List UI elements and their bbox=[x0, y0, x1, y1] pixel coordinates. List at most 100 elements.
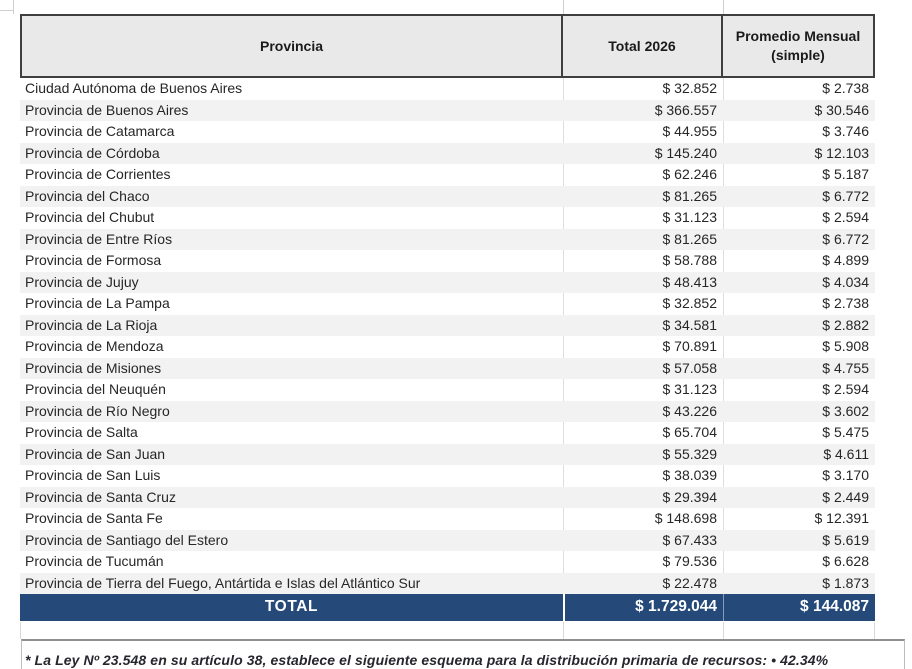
table-row: Provincia de La Rioja $ 34.581 $ 2.882 bbox=[20, 314, 875, 336]
gridline bbox=[20, 622, 21, 639]
table-row: Provincia de Jujuy $ 48.413 $ 4.034 bbox=[20, 271, 875, 293]
table-row: Provincia de Tucumán $ 79.536 $ 6.628 bbox=[20, 551, 875, 573]
total-2026-value: $ 62.246 bbox=[563, 164, 723, 186]
promedio-mensual-value: $ 5.619 bbox=[822, 531, 869, 548]
promedio-mensual-value: $ 2.882 bbox=[822, 316, 869, 333]
promedio-mensual-value: $ 4.034 bbox=[822, 273, 869, 290]
promedio-mensual-value: $ 5.908 bbox=[723, 336, 875, 358]
total-2026-value: $ 81.265 bbox=[662, 230, 718, 247]
column-header-promedio-mensual: Promedio Mensual (simple) bbox=[721, 16, 873, 76]
province-name: Provincia de Santiago del Estero bbox=[25, 531, 229, 548]
table-row: Provincia de Santiago del Estero $ 67.433… bbox=[20, 529, 875, 551]
promedio-mensual-value: $ 4.755 bbox=[822, 359, 869, 376]
province-name: Provincia de Córdoba bbox=[25, 144, 160, 161]
total-2026-value: $ 48.413 bbox=[662, 273, 718, 290]
province-name: Provincia de Tucumán bbox=[25, 553, 164, 569]
promedio-mensual-value: $ 5.475 bbox=[723, 422, 875, 444]
province-name: Provincia de Río Negro bbox=[25, 402, 170, 419]
table-row: Provincia de Mendoza $ 70.891 $ 5.908 bbox=[20, 336, 875, 358]
total-2026-value: $ 79.536 bbox=[563, 551, 723, 573]
table-row: Provincia de Entre Ríos $ 81.265 $ 6.772 bbox=[20, 228, 875, 250]
table-body: Ciudad Autónoma de Buenos Aires $ 32.852 $… bbox=[20, 78, 875, 594]
province-name: Provincia de San Luis bbox=[25, 467, 161, 483]
gridline bbox=[874, 622, 875, 639]
total-2026-value: $ 58.788 bbox=[563, 250, 723, 272]
province-name: Provincia del Chubut bbox=[25, 209, 155, 225]
total-2026-value: $ 38.039 bbox=[563, 465, 723, 487]
province-name: Provincia de Santa Cruz bbox=[25, 488, 176, 505]
footnote-text: * La Ley Nº 23.548 en su artículo 38, es… bbox=[25, 652, 829, 668]
table-row: Provincia de Corrientes $ 62.246 $ 5.187 bbox=[20, 164, 875, 186]
promedio-mensual-value: $ 30.546 bbox=[814, 101, 870, 118]
province-name: Provincia de Santa Fe bbox=[25, 510, 163, 526]
province-name: Provincia de Entre Ríos bbox=[25, 230, 173, 247]
gridline bbox=[13, 0, 14, 14]
table-row: Ciudad Autónoma de Buenos Aires $ 32.852 $… bbox=[20, 78, 875, 100]
promedio-mensual-value: $ 5.187 bbox=[723, 164, 875, 186]
total-2026-value: $ 70.891 bbox=[563, 336, 723, 358]
table-row: Provincia del Chaco $ 81.265 $ 6.772 bbox=[20, 185, 875, 207]
table-row: Provincia de Santa Fe $ 148.698 $ 12.391 bbox=[20, 508, 875, 530]
table-row: Provincia del Chubut $ 31.123 $ 2.594 bbox=[20, 207, 875, 229]
province-name: Provincia del Neuquén bbox=[25, 381, 166, 397]
column-header-provincia: Provincia bbox=[259, 38, 324, 54]
total-2026-value: $ 32.852 bbox=[563, 293, 723, 315]
total-2026-value: $ 67.433 bbox=[662, 531, 718, 548]
table-row: Provincia de Formosa $ 58.788 $ 4.899 bbox=[20, 250, 875, 272]
province-name: Provincia de Buenos Aires bbox=[25, 101, 189, 118]
total-2026-grand-total: $ 1.729.044 bbox=[563, 594, 723, 621]
total-2026-value: $ 148.698 bbox=[563, 508, 723, 530]
promedio-mensual-value: $ 2.449 bbox=[822, 488, 869, 505]
promedio-mensual-value: $ 4.611 bbox=[823, 445, 869, 462]
gridline bbox=[723, 0, 724, 14]
promedio-mensual-value: $ 12.391 bbox=[723, 508, 875, 530]
promedio-mensual-value: $ 6.628 bbox=[723, 551, 875, 573]
promedio-mensual-value: $ 3.746 bbox=[723, 121, 875, 143]
gridline bbox=[563, 622, 564, 639]
total-2026-value: $ 31.123 bbox=[563, 207, 723, 229]
total-2026-value: $ 43.226 bbox=[662, 402, 718, 419]
total-2026-value: $ 145.240 bbox=[654, 144, 717, 161]
province-name: Provincia de San Juan bbox=[25, 445, 166, 462]
table-row: Provincia de Buenos Aires $ 366.557 $ 30.5… bbox=[20, 99, 875, 121]
province-name: Provincia de La Pampa bbox=[25, 295, 170, 311]
province-name: Provincia del Chaco bbox=[25, 187, 150, 204]
table-row: Provincia de Tierra del Fuego, Antártida… bbox=[20, 572, 875, 594]
province-name: Provincia de Jujuy bbox=[25, 273, 139, 290]
gridline bbox=[723, 622, 724, 639]
total-2026-value: $ 65.704 bbox=[563, 422, 723, 444]
promedio-mensual-value: $ 2.594 bbox=[723, 379, 875, 401]
total-2026-value: $ 81.265 bbox=[662, 187, 718, 204]
promedio-mensual-value: $ 12.103 bbox=[814, 144, 870, 161]
total-2026-value: $ 55.329 bbox=[662, 445, 718, 462]
table-row: Provincia de La Pampa $ 32.852 $ 2.738 bbox=[20, 293, 875, 315]
table-row: Provincia de San Juan $ 55.329 $ 4.611 bbox=[20, 443, 875, 465]
gridline bbox=[0, 10, 13, 11]
total-2026-value: $ 57.058 bbox=[662, 359, 718, 376]
total-2026-value: $ 44.955 bbox=[563, 121, 723, 143]
promedio-mensual-value: $ 2.738 bbox=[723, 293, 875, 315]
total-2026-value: $ 31.123 bbox=[563, 379, 723, 401]
table-row: Provincia de Santa Cruz $ 29.394 $ 2.449 bbox=[20, 486, 875, 508]
table-row: Provincia de Córdoba $ 145.240 $ 12.103 bbox=[20, 142, 875, 164]
table-row: Provincia de San Luis $ 38.039 $ 3.170 bbox=[20, 465, 875, 487]
province-name: Provincia de Catamarca bbox=[25, 123, 175, 139]
province-name: Provincia de Tierra del Fuego, Antártida… bbox=[25, 574, 421, 591]
province-name: Ciudad Autónoma de Buenos Aires bbox=[25, 80, 243, 96]
table-header: Provincia Total 2026 Promedio Mensual (s… bbox=[20, 14, 875, 78]
promedio-mensual-value: $ 4.899 bbox=[723, 250, 875, 272]
province-name: Provincia de Corrientes bbox=[25, 166, 171, 182]
promedio-mensual-value: $ 2.738 bbox=[723, 78, 875, 100]
promedio-mensual-value: $ 6.772 bbox=[822, 230, 869, 247]
promedio-mensual-grand-total: $ 144.087 bbox=[723, 594, 875, 621]
province-name: Provincia de Misiones bbox=[25, 359, 162, 376]
table-row: Provincia de Catamarca $ 44.955 $ 3.746 bbox=[20, 121, 875, 143]
footnote-box: * La Ley Nº 23.548 en su artículo 38, es… bbox=[21, 639, 905, 669]
table-row: Provincia de Río Negro $ 43.226 $ 3.602 bbox=[20, 400, 875, 422]
total-2026-value: $ 34.581 bbox=[662, 316, 718, 333]
province-name: Provincia de Formosa bbox=[25, 252, 162, 268]
total-row: TOTAL $ 1.729.044 $ 144.087 bbox=[20, 594, 875, 621]
table-row: Provincia de Misiones $ 57.058 $ 4.755 bbox=[20, 357, 875, 379]
table-row: Provincia de Salta $ 65.704 $ 5.475 bbox=[20, 422, 875, 444]
